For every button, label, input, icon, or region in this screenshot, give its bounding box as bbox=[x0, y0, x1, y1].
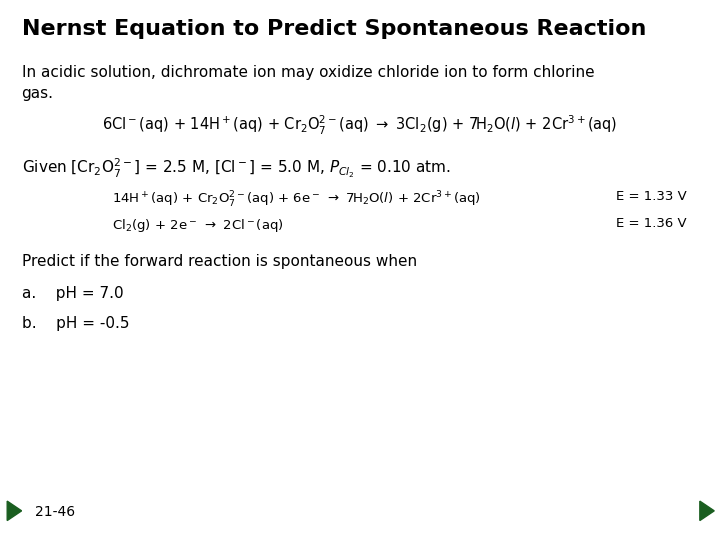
Text: In acidic solution, dichromate ion may oxidize chloride ion to form chlorine: In acidic solution, dichromate ion may o… bbox=[22, 65, 594, 80]
Text: Predict if the forward reaction is spontaneous when: Predict if the forward reaction is spont… bbox=[22, 254, 417, 269]
Text: Given [Cr$_2$O$_7^{2-}$] = 2.5 M, [Cl$^-$] = 5.0 M, $P_{Cl_2}$ = 0.10 atm.: Given [Cr$_2$O$_7^{2-}$] = 2.5 M, [Cl$^-… bbox=[22, 157, 451, 180]
Text: Nernst Equation to Predict Spontaneous Reaction: Nernst Equation to Predict Spontaneous R… bbox=[22, 19, 646, 39]
Text: 14H$^+$(aq) + Cr$_2$O$_7^{2-}$(aq) + 6e$^-$ $\rightarrow$ 7H$_2$O($l$) + 2Cr$^{3: 14H$^+$(aq) + Cr$_2$O$_7^{2-}$(aq) + 6e$… bbox=[112, 190, 480, 210]
Text: gas.: gas. bbox=[22, 86, 53, 102]
Text: 6Cl$^-$(aq) + 14H$^+$(aq) + Cr$_2$O$_7^{2-}$(aq) $\rightarrow$ 3Cl$_2$(g) + 7H$_: 6Cl$^-$(aq) + 14H$^+$(aq) + Cr$_2$O$_7^{… bbox=[102, 113, 618, 137]
Text: E = 1.36 V: E = 1.36 V bbox=[616, 217, 686, 230]
Text: E = 1.33 V: E = 1.33 V bbox=[616, 190, 686, 203]
Text: 21-46: 21-46 bbox=[35, 505, 75, 519]
Text: Cl$_2$(g) + 2e$^-$ $\rightarrow$ 2Cl$^-$(aq): Cl$_2$(g) + 2e$^-$ $\rightarrow$ 2Cl$^-$… bbox=[112, 217, 283, 234]
Polygon shape bbox=[7, 501, 22, 521]
Text: b.    pH = -0.5: b. pH = -0.5 bbox=[22, 316, 129, 331]
Text: a.    pH = 7.0: a. pH = 7.0 bbox=[22, 286, 123, 301]
Polygon shape bbox=[700, 501, 714, 521]
